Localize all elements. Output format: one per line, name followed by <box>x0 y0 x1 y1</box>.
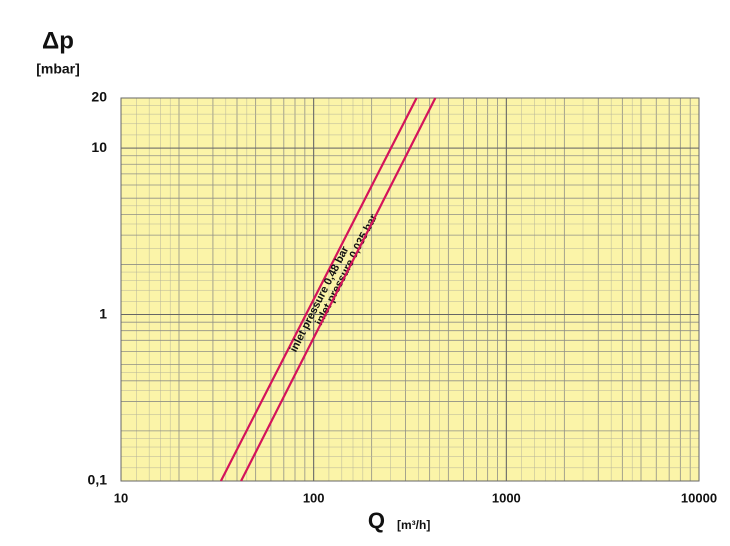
line <box>219 97 418 482</box>
plot-area <box>121 98 699 481</box>
x-tick-label: 10 <box>114 490 128 505</box>
x-axis-label: Q <box>368 508 385 533</box>
x-tick-label: 10000 <box>681 490 717 505</box>
line <box>240 97 437 482</box>
plot-border <box>120 97 700 482</box>
y-tick-label: 10 <box>91 139 107 155</box>
y-axis-unit: [mbar] <box>36 61 80 77</box>
y-tick-label: 0,1 <box>88 472 108 488</box>
y-tick-label: 1 <box>99 305 107 321</box>
y-axis-label: Δp <box>42 27 74 54</box>
y-tick-label: 20 <box>91 89 107 105</box>
x-tick-label: 1000 <box>492 490 521 505</box>
x-axis-unit: [m³/h] <box>397 518 430 532</box>
x-tick-label: 100 <box>303 490 325 505</box>
